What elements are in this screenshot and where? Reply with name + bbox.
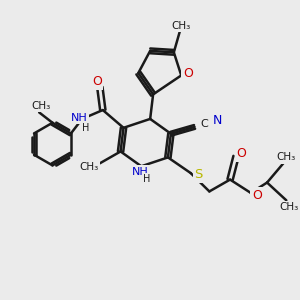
Text: C: C bbox=[200, 119, 208, 129]
Text: H: H bbox=[82, 123, 89, 133]
Text: O: O bbox=[183, 68, 193, 80]
Text: CH₃: CH₃ bbox=[80, 162, 99, 172]
Text: CH₃: CH₃ bbox=[172, 21, 191, 31]
Text: CH₃: CH₃ bbox=[276, 152, 295, 162]
Text: CH₃: CH₃ bbox=[31, 101, 50, 111]
Text: O: O bbox=[236, 147, 246, 160]
Text: O: O bbox=[92, 75, 102, 88]
Text: CH₃: CH₃ bbox=[279, 202, 298, 212]
Text: N: N bbox=[213, 114, 222, 127]
Text: H: H bbox=[143, 174, 150, 184]
Text: NH: NH bbox=[131, 167, 148, 177]
Text: S: S bbox=[194, 168, 202, 182]
Text: NH: NH bbox=[71, 113, 88, 123]
Text: O: O bbox=[252, 189, 262, 202]
